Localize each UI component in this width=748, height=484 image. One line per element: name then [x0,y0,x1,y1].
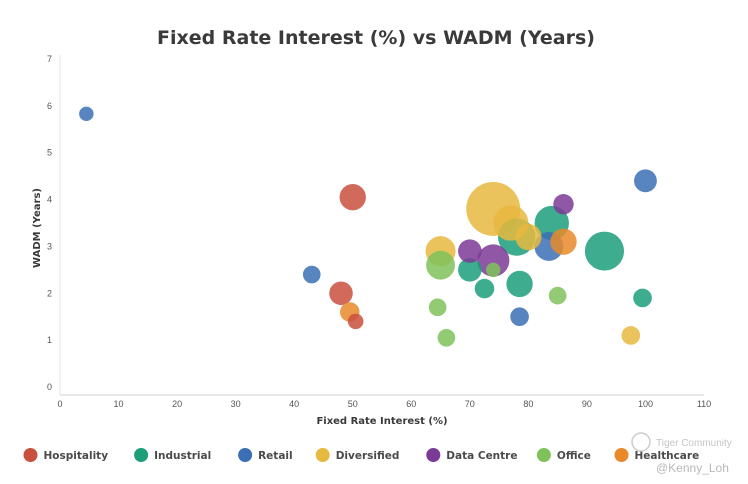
x-tick-label: 30 [231,399,241,409]
x-tick-label: 80 [523,399,533,409]
bubble-retail [302,265,321,284]
bubble-healthcare [550,228,577,255]
y-tick-label: 2 [47,288,52,298]
legend-item: Healthcare [614,448,700,462]
legend-label: Hospitality [44,450,109,462]
legend-marker [426,448,441,462]
bubble-hospitality [347,313,364,330]
legend-marker [315,448,330,462]
legend-label: Diversified [336,450,400,462]
x-tick-label: 90 [582,399,592,409]
bubble-office [428,298,447,317]
bubble-data-centre [477,244,510,277]
y-tick-label: 4 [47,195,52,205]
y-tick-label: 1 [47,335,52,345]
y-tick-label: 5 [47,148,52,158]
legend-item: Industrial [134,448,211,462]
legend-marker [614,448,629,462]
x-tick-label: 100 [638,399,653,409]
x-tick-label: 110 [697,399,711,409]
bubble-office [486,262,501,278]
bubble-retail [79,106,94,122]
legend-label: Healthcare [635,450,700,462]
x-tick-label: 60 [406,399,416,409]
x-tick-label: 10 [114,399,124,409]
x-tick-label: 20 [172,399,182,409]
bubble-diversified [515,223,542,251]
watermark-community: Tiger Community [656,438,732,449]
legend-item: Data Centre [426,448,517,462]
y-axis-label: WADM (Years) [32,188,43,268]
x-tick-label: 50 [348,399,358,409]
x-tick-label: 70 [465,399,475,409]
bubble-hospitality [339,184,366,211]
bubble-industrial [458,258,482,282]
y-tick-label: 3 [47,241,52,251]
bubble-industrial [506,270,533,298]
legend-label: Data Centre [446,450,517,462]
legend-marker [134,448,149,462]
bubble-industrial [474,278,495,299]
bubble-industrial [584,231,625,271]
y-tick-label: 7 [47,54,52,64]
chart-title: Fixed Rate Interest (%) vs WADM (Years) [157,27,595,49]
watermark: Tiger Community @Kenny_Loh [631,432,732,475]
bubble-diversified [621,326,641,345]
legend-item: Retail [238,448,293,462]
bubble-data-centre [458,239,482,263]
x-tick-label: 40 [289,399,299,409]
bubble-data-centre [553,194,574,215]
legend-label: Retail [258,450,293,462]
bubble-office [548,286,567,305]
bubble-office [437,328,456,347]
legend-marker [238,448,253,462]
watermark-handle: @Kenny_Loh [656,461,729,475]
x-axis-label: Fixed Rate Interest (%) [316,416,447,427]
bubble-retail [634,169,657,193]
bubble-industrial [633,288,652,308]
legend-label: Industrial [154,450,211,462]
legend-marker [536,448,551,462]
bubbles-layer [79,106,657,347]
legend-label: Office [557,450,591,462]
y-tick-label: 0 [47,382,52,392]
x-axis-ticks: 0 10 20 30 40 50 60 70 80 90 100 110 [57,399,711,409]
bubble-retail [510,307,529,327]
legend-item: Hospitality [23,448,109,462]
legend-item: Diversified [315,448,400,462]
legend-item: Office [536,448,591,462]
legend: Hospitality Industrial Retail Diversified Da… [23,448,700,462]
legend-marker [23,448,38,462]
bubble-hospitality [329,281,353,306]
y-tick-label: 6 [47,101,52,111]
bubble-office [426,250,455,280]
x-tick-label: 0 [57,399,62,409]
y-axis-ticks: 0 1 2 3 4 5 6 7 [47,54,52,392]
tiger-logo-icon [631,432,651,452]
